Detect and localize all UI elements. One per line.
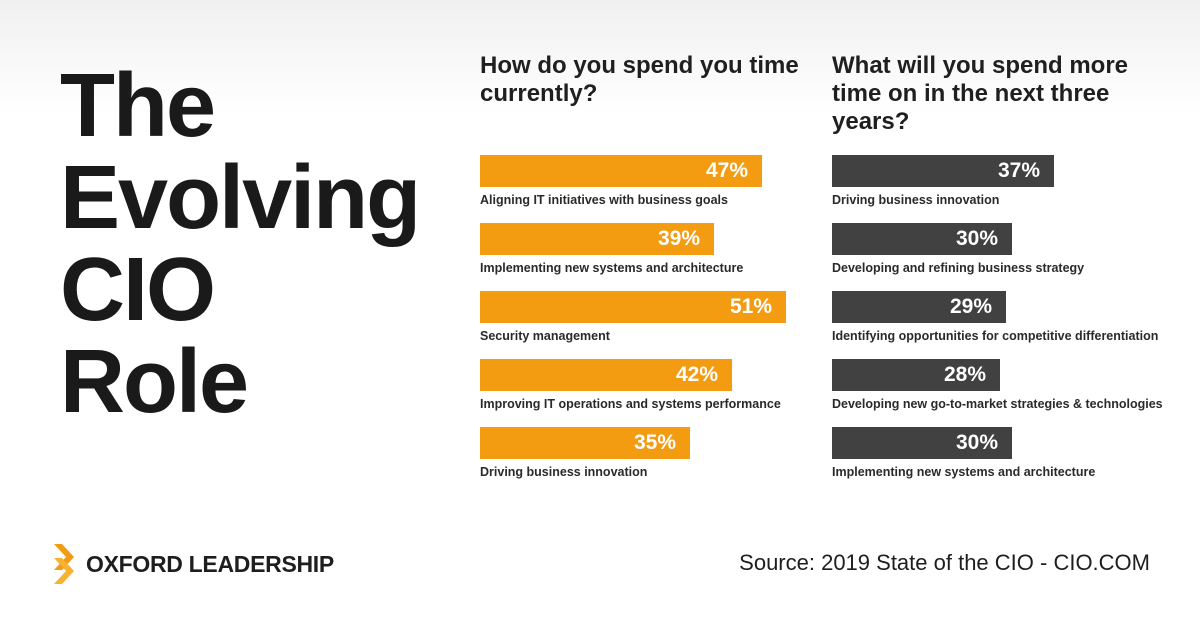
title-line: CIO xyxy=(60,240,216,340)
title-line: Evolving xyxy=(60,148,421,248)
bar: 30% xyxy=(832,427,1012,459)
bar: 51% xyxy=(480,291,786,323)
bar: 35% xyxy=(480,427,690,459)
bar-category-label: Aligning IT initiatives with business go… xyxy=(480,193,728,207)
chevron-logo-icon xyxy=(54,544,74,584)
bar-row: 28% Developing new go-to-market strategie… xyxy=(832,359,1172,427)
bar: 28% xyxy=(832,359,1000,391)
bar: 47% xyxy=(480,155,762,187)
bar-row: 47% Aligning IT initiatives with business… xyxy=(480,155,800,223)
bar-row: 30% Developing and refining business stra… xyxy=(832,223,1172,291)
bar-value-label: 42% xyxy=(675,363,718,386)
title-line: Role xyxy=(60,332,249,432)
current-time-chart: How do you spend you time currently? 47%… xyxy=(480,52,800,479)
bar-category-label: Security management xyxy=(480,329,610,343)
bar-row: 37% Driving business innovation xyxy=(832,155,1172,223)
bar-row: 29% Identifying opportunities for competi… xyxy=(832,291,1172,359)
source-note: Source: 2019 State of the CIO - CIO.COM xyxy=(739,550,1150,575)
bar: 30% xyxy=(832,223,1012,255)
bar-category-label: Developing and refining business strateg… xyxy=(832,261,1085,275)
bar-value-label: 37% xyxy=(997,159,1040,182)
bar-row: 51% Security management xyxy=(480,291,800,359)
bar-category-label: Implementing new systems and architectur… xyxy=(832,465,1096,479)
brand-logo: OXFORD LEADERSHIP xyxy=(52,542,334,586)
bar-value-label: 47% xyxy=(705,159,748,182)
bar-category-label: Driving business innovation xyxy=(832,193,1000,207)
bar-row: 39% Implementing new systems and architec… xyxy=(480,223,800,291)
bar: 29% xyxy=(832,291,1006,323)
bar-category-label: Developing new go-to-market strategies &… xyxy=(832,397,1163,411)
bar-value-label: 35% xyxy=(633,431,676,454)
bar-row: 35% Driving business innovation xyxy=(480,427,800,495)
bar-category-label: Identifying opportunities for competitiv… xyxy=(832,329,1159,343)
title-line: The xyxy=(60,56,216,156)
brand-name: OXFORD LEADERSHIP xyxy=(86,550,334,577)
bar-value-label: 29% xyxy=(949,295,992,318)
bar-row: 42% Improving IT operations and systems p… xyxy=(480,359,800,427)
bar-rows: 47% Aligning IT initiatives with business… xyxy=(480,155,800,495)
bar: 42% xyxy=(480,359,732,391)
chart-title: How do you spend you time currently? xyxy=(480,52,799,107)
chart-title: What will you spend more time on in the … xyxy=(832,52,1129,135)
bar-value-label: 30% xyxy=(955,227,998,250)
bar-category-label: Improving IT operations and systems perf… xyxy=(480,397,781,411)
bar-row: 30% Implementing new systems and architec… xyxy=(832,427,1172,495)
bar-category-label: Driving business innovation xyxy=(480,465,648,479)
future-time-chart: What will you spend more time on in the … xyxy=(832,52,1172,479)
page-title: The Evolving CIO Role xyxy=(60,60,460,428)
bar-value-label: 28% xyxy=(943,363,986,386)
bar-value-label: 39% xyxy=(657,227,700,250)
bar: 37% xyxy=(832,155,1054,187)
bar: 39% xyxy=(480,223,714,255)
bar-category-label: Implementing new systems and architectur… xyxy=(480,261,744,275)
bar-value-label: 51% xyxy=(729,295,772,318)
bar-value-label: 30% xyxy=(955,431,998,454)
bar-rows: 37% Driving business innovation 30% Develop… xyxy=(832,155,1172,495)
